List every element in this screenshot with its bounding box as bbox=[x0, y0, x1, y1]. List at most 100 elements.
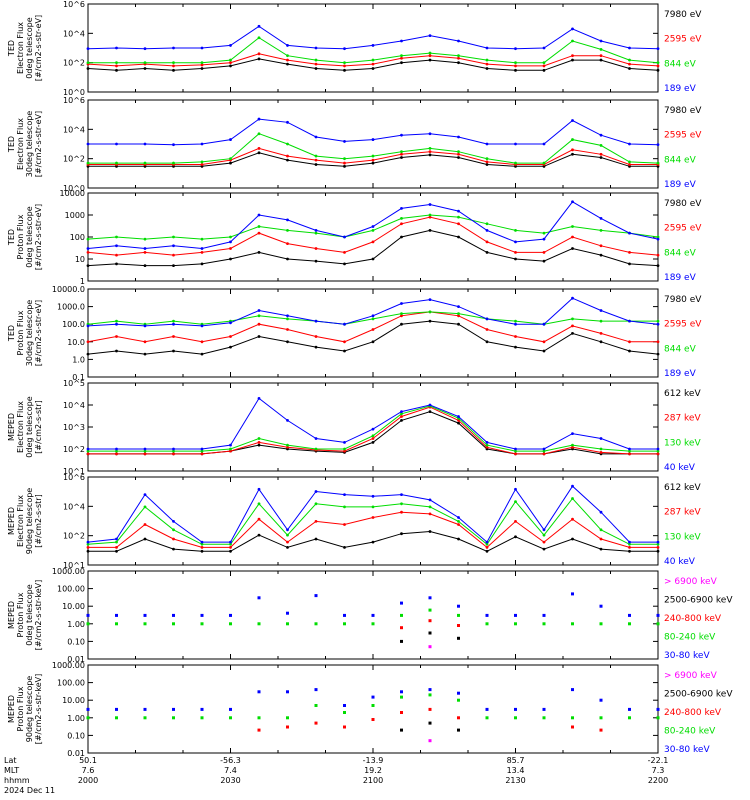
data-point bbox=[371, 622, 375, 626]
data-point bbox=[200, 63, 204, 67]
data-point bbox=[200, 160, 204, 164]
data-point bbox=[656, 264, 660, 268]
y-tick-label: 10^6 bbox=[63, 473, 85, 482]
data-point bbox=[286, 158, 289, 162]
data-point bbox=[514, 142, 517, 146]
data-point bbox=[115, 253, 118, 257]
data-point bbox=[514, 707, 517, 711]
legend-entry: 844 eV bbox=[664, 344, 697, 354]
data-point bbox=[628, 67, 631, 70]
data-point bbox=[428, 512, 432, 516]
data-point bbox=[571, 537, 574, 541]
data-point bbox=[86, 542, 90, 546]
data-point bbox=[115, 537, 118, 541]
y-tick-label: 0.01 bbox=[67, 655, 85, 664]
data-point bbox=[115, 235, 118, 239]
data-point bbox=[656, 549, 660, 553]
data-point bbox=[314, 688, 318, 692]
data-point bbox=[115, 335, 118, 338]
y-axis-label: Electron Flux bbox=[16, 22, 25, 74]
panel-4: 0.1 1.0 10.0 100.0 1000.0 10000.0 TED Proton Fl… bbox=[7, 285, 702, 382]
y-axis-label: MEPED bbox=[7, 695, 16, 723]
data-point bbox=[514, 535, 517, 539]
data-point bbox=[143, 161, 147, 165]
y-tick-label: 10000.0 bbox=[52, 285, 85, 294]
data-point bbox=[628, 716, 631, 720]
data-point bbox=[86, 237, 90, 241]
data-point bbox=[286, 242, 289, 246]
data-point bbox=[628, 231, 631, 235]
data-point bbox=[200, 142, 204, 146]
data-point bbox=[371, 613, 375, 617]
legend-entry: 130 keV bbox=[664, 532, 701, 542]
data-point bbox=[172, 622, 175, 626]
data-point bbox=[143, 47, 147, 51]
data-point bbox=[428, 215, 432, 219]
data-point bbox=[371, 440, 375, 444]
data-point bbox=[599, 152, 603, 156]
data-point bbox=[571, 39, 574, 43]
data-point bbox=[457, 135, 460, 139]
y-axis-label: TED bbox=[7, 325, 16, 342]
data-point bbox=[599, 537, 603, 541]
data-point bbox=[286, 540, 289, 544]
data-point bbox=[457, 235, 460, 239]
data-point bbox=[628, 250, 631, 254]
data-point bbox=[86, 250, 90, 254]
data-point bbox=[542, 68, 546, 72]
data-point bbox=[343, 322, 346, 326]
data-point bbox=[485, 317, 489, 321]
data-point bbox=[457, 728, 460, 732]
data-point bbox=[599, 437, 603, 440]
data-point bbox=[115, 64, 118, 68]
legend-entry: 2595 eV bbox=[664, 131, 702, 141]
data-point bbox=[400, 639, 403, 643]
data-point bbox=[229, 44, 232, 47]
data-point bbox=[343, 64, 346, 68]
y-axis-label: TED bbox=[7, 229, 16, 246]
data-point bbox=[286, 44, 289, 47]
data-point bbox=[286, 445, 289, 449]
data-point bbox=[115, 716, 118, 720]
data-point bbox=[172, 46, 175, 50]
data-point bbox=[115, 447, 118, 451]
data-point bbox=[514, 47, 517, 51]
data-point bbox=[143, 613, 147, 617]
y-tick-label: 1000 bbox=[65, 211, 85, 220]
data-point bbox=[457, 691, 460, 695]
series-7980-ev bbox=[86, 228, 660, 268]
data-point bbox=[314, 58, 318, 62]
series-7980-ev bbox=[86, 57, 660, 72]
data-point bbox=[257, 533, 261, 537]
y-tick-label: 10^1 bbox=[63, 467, 85, 476]
data-point bbox=[571, 235, 574, 239]
data-point bbox=[343, 349, 346, 353]
legend-entry: 30-80 keV bbox=[664, 745, 710, 755]
y-axis-label: [#/cm2-s-str-keV] bbox=[34, 580, 43, 651]
y-axis-label: 0deg telescope bbox=[25, 206, 34, 267]
data-point bbox=[457, 39, 460, 43]
data-point bbox=[457, 523, 460, 526]
data-point bbox=[343, 613, 346, 617]
y-axis-label: [#/cm2-s-str-eV] bbox=[34, 300, 43, 366]
data-point bbox=[257, 309, 261, 312]
data-point bbox=[172, 537, 175, 541]
data-point bbox=[457, 698, 460, 702]
y-tick-label: 10^4 bbox=[63, 401, 85, 410]
data-point bbox=[257, 52, 261, 56]
data-point bbox=[599, 604, 603, 608]
y-tick-label: 0.10 bbox=[67, 731, 85, 740]
data-point bbox=[656, 143, 660, 147]
data-point bbox=[172, 264, 175, 268]
data-point bbox=[628, 46, 631, 50]
data-point bbox=[343, 725, 346, 729]
data-point bbox=[457, 636, 460, 640]
data-point bbox=[542, 533, 546, 537]
data-point bbox=[200, 262, 204, 266]
y-tick-label: 10^0 bbox=[63, 184, 85, 193]
data-point bbox=[400, 410, 403, 414]
data-point bbox=[542, 61, 546, 65]
legend-entry: 612 keV bbox=[664, 389, 701, 399]
data-point bbox=[257, 147, 261, 150]
data-point bbox=[457, 537, 460, 541]
